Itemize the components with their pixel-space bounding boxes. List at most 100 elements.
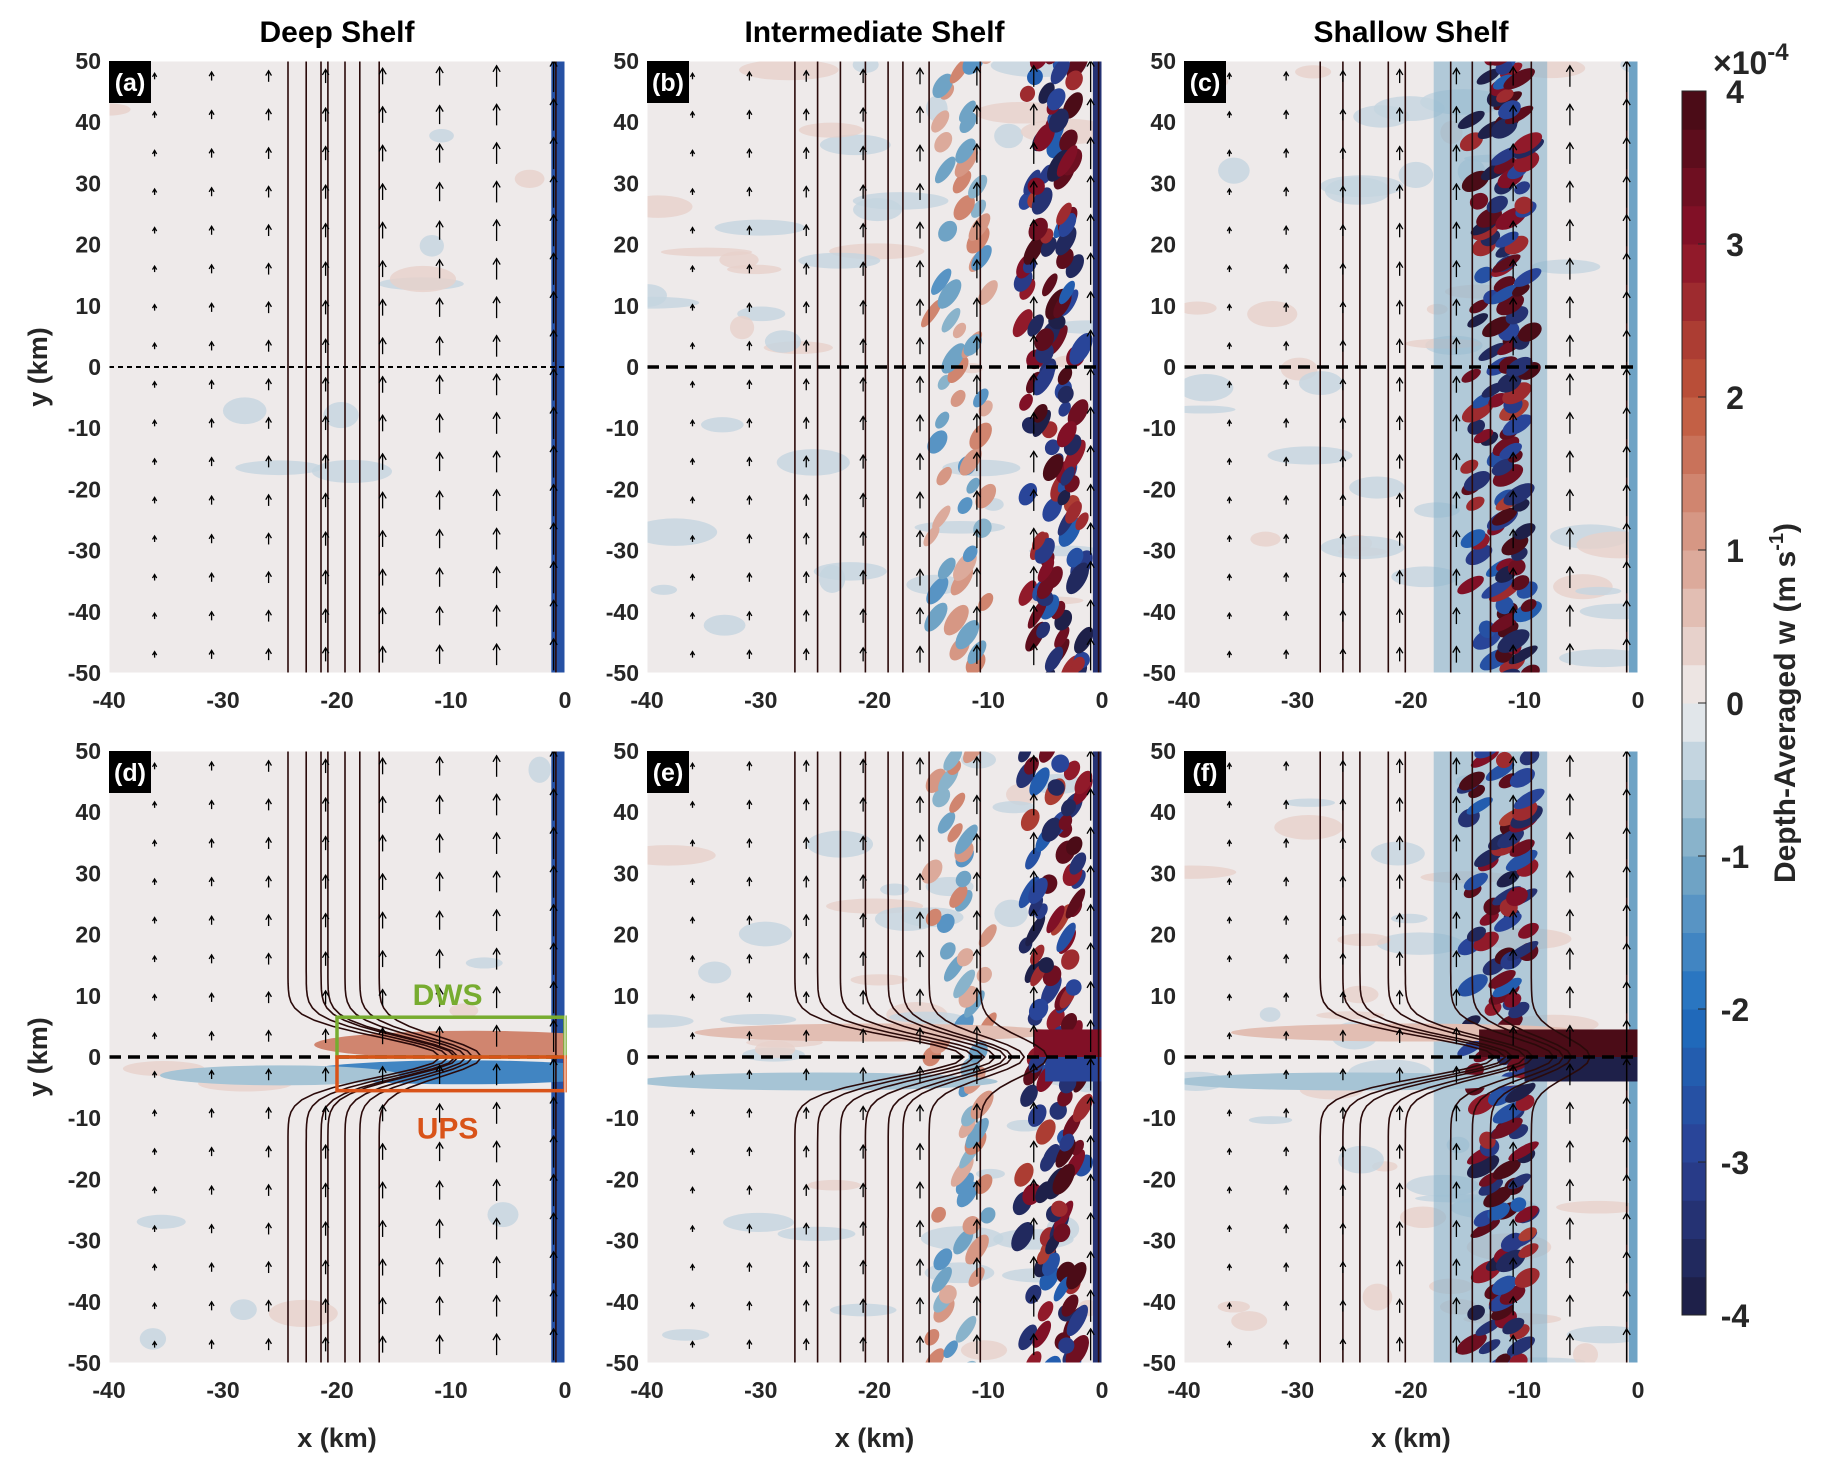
velocity-arrow xyxy=(1452,259,1461,278)
velocity-arrow xyxy=(208,610,215,621)
velocity-arrow xyxy=(1339,1183,1347,1196)
velocity-arrow xyxy=(151,457,158,465)
velocity-arrow xyxy=(1029,372,1038,396)
velocity-arrow xyxy=(746,876,753,887)
y-tick-label: -30 xyxy=(1143,538,1176,564)
contour-patch xyxy=(1490,61,1514,66)
contour-patch xyxy=(977,280,998,306)
velocity-arrow xyxy=(1226,72,1233,80)
velocity-arrow xyxy=(1622,1019,1631,1052)
panel-label: (a) xyxy=(115,69,146,97)
velocity-arrow xyxy=(1622,97,1631,131)
velocity-arrow xyxy=(1283,837,1290,848)
velocity-arrow xyxy=(746,1146,753,1157)
velocity-arrow xyxy=(1283,1069,1290,1079)
velocity-arrow xyxy=(689,1263,696,1271)
velocity-arrow xyxy=(1086,826,1095,860)
velocity-arrow xyxy=(378,1296,387,1315)
contour-patch xyxy=(1492,977,1522,998)
contour-patch xyxy=(764,330,802,353)
y-tick-label: -50 xyxy=(606,660,639,686)
velocity-arrow xyxy=(492,1332,501,1356)
contour-patch xyxy=(874,906,939,931)
contour-patch xyxy=(1505,1082,1536,1103)
panel-label-box xyxy=(647,61,689,103)
x-tick-label: -40 xyxy=(92,687,125,713)
y-tick-label: -50 xyxy=(68,1350,101,1376)
y-tick-label: -40 xyxy=(1143,1289,1176,1315)
contour-patch xyxy=(968,213,991,241)
contour-patch xyxy=(920,299,942,328)
contour-patch xyxy=(1576,531,1638,559)
velocity-arrow xyxy=(1508,374,1518,394)
contour-patch xyxy=(160,1065,400,1086)
velocity-arrow xyxy=(972,605,982,626)
velocity-arrow xyxy=(378,949,387,968)
streamline xyxy=(887,751,1007,1363)
velocity-arrow xyxy=(151,1186,158,1194)
velocity-arrow xyxy=(1339,185,1347,198)
y-tick-label: 40 xyxy=(613,799,639,825)
velocity-arrow xyxy=(1565,604,1575,627)
contour-patch xyxy=(1520,599,1537,612)
contour-patch xyxy=(311,459,392,484)
velocity-arrow xyxy=(378,221,387,239)
velocity-arrow xyxy=(1029,334,1038,357)
velocity-arrow xyxy=(802,990,810,1004)
velocity-arrow xyxy=(1029,1294,1038,1317)
velocity-arrow xyxy=(435,1257,444,1277)
velocity-arrow xyxy=(549,599,558,632)
velocity-arrow xyxy=(378,1104,387,1122)
velocity-arrow xyxy=(321,68,330,84)
velocity-arrow xyxy=(915,336,925,355)
velocity-arrow xyxy=(321,1105,330,1121)
velocity-arrow xyxy=(1086,903,1095,937)
y-tick-label: 20 xyxy=(75,232,101,258)
velocity-arrow xyxy=(1622,329,1631,362)
y-tick-label: -30 xyxy=(1143,1228,1176,1254)
velocity-arrow xyxy=(549,61,558,93)
velocity-arrow xyxy=(1226,496,1233,504)
velocity-arrow xyxy=(321,299,330,315)
y-tick-label: 0 xyxy=(1163,1044,1176,1070)
contour-patch xyxy=(1362,1283,1393,1311)
contour-patch xyxy=(1481,578,1513,599)
velocity-arrow xyxy=(1395,376,1404,392)
velocity-arrow xyxy=(378,1258,387,1276)
velocity-arrow xyxy=(859,453,867,469)
contour-patch xyxy=(1029,767,1050,796)
velocity-arrow xyxy=(1339,377,1347,391)
contour-patch xyxy=(1038,957,1054,974)
velocity-arrow xyxy=(1622,406,1631,440)
velocity-arrow xyxy=(1452,1065,1461,1083)
velocity-arrow xyxy=(492,334,501,357)
velocity-arrow xyxy=(689,1301,696,1310)
contour-patch xyxy=(1267,446,1353,465)
contour-patch xyxy=(650,584,678,595)
velocity-arrow xyxy=(1283,760,1290,771)
colorbar-tick-label: -1 xyxy=(1721,839,1749,875)
velocity-arrow xyxy=(378,105,387,123)
contour-patch xyxy=(139,1328,167,1350)
contour-patch xyxy=(1027,314,1044,337)
contour-patch xyxy=(955,1172,974,1195)
contour-patch xyxy=(1493,276,1516,293)
velocity-arrow xyxy=(492,1024,501,1047)
contour-patch xyxy=(1488,284,1519,305)
contour-patch xyxy=(1066,836,1083,856)
velocity-arrow xyxy=(208,1339,215,1349)
contour-patch xyxy=(1025,1284,1042,1304)
velocity-arrow xyxy=(1622,826,1631,860)
velocity-arrow xyxy=(435,65,444,86)
contour-patch xyxy=(949,885,968,908)
velocity-arrow xyxy=(1565,565,1575,589)
contour-patch xyxy=(1457,110,1485,130)
y-tick-label: -10 xyxy=(68,1105,101,1131)
velocity-arrow xyxy=(435,1025,444,1046)
velocity-arrow xyxy=(802,1183,810,1196)
velocity-arrow xyxy=(1565,1062,1575,1086)
velocity-arrow xyxy=(265,570,273,584)
contour-patch xyxy=(1065,70,1083,91)
velocity-arrow xyxy=(689,341,696,350)
velocity-arrow xyxy=(859,338,867,353)
